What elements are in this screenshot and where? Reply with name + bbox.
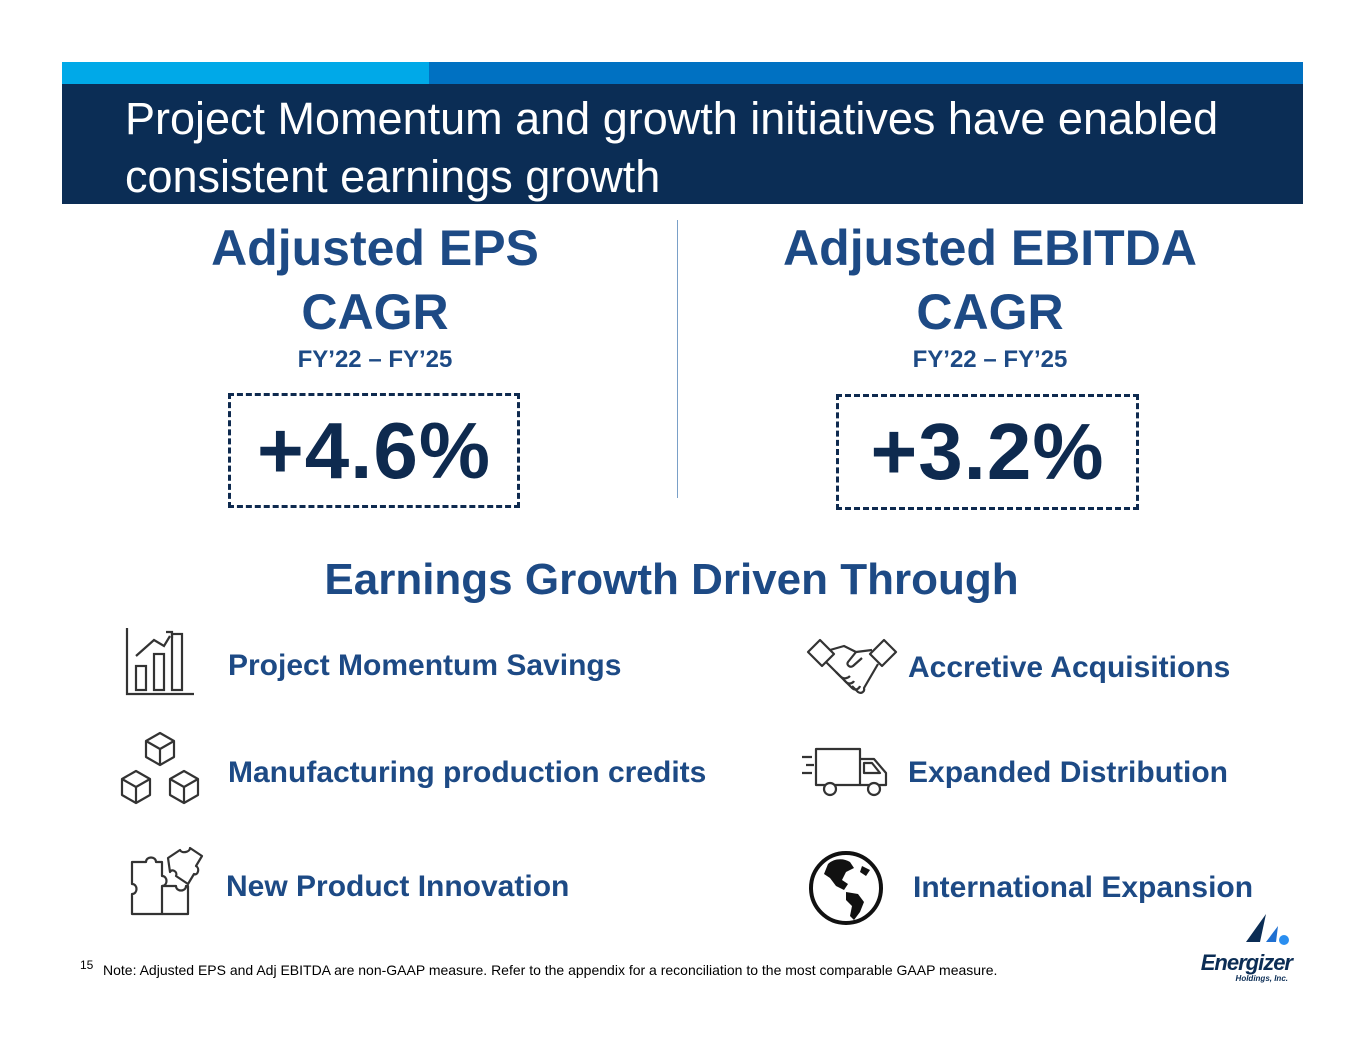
footnote: Note: Adjusted EPS and Adj EBITDA are no…	[103, 962, 998, 978]
energizer-logo-subtext: Holdings, Inc.	[1235, 974, 1288, 983]
page-title: Project Momentum and growth initiatives …	[125, 90, 1303, 206]
metric-ebitda-heading-line-2: CAGR	[916, 284, 1064, 340]
header-bar	[62, 84, 1303, 204]
metric-eps: Adjusted EPS CAGR FY’22 – FY’25	[170, 216, 580, 374]
energizer-logo-wordmark: Energizer	[1200, 950, 1293, 975]
metric-ebitda-value: +3.2%	[870, 407, 1105, 496]
energizer-logo-mark-icon	[1246, 914, 1289, 945]
metric-ebitda: Adjusted EBITDA CAGR FY’22 – FY’25	[740, 216, 1240, 374]
handshake-icon	[806, 636, 898, 698]
delivery-truck-icon	[800, 745, 892, 799]
page-title-line-2: consistent earnings growth	[125, 151, 661, 202]
metric-ebitda-heading-line-1: Adjusted EBITDA	[783, 220, 1197, 276]
puzzle-pieces-icon	[128, 846, 206, 918]
driver-manufacturing-production-credits: Manufacturing production credits	[228, 756, 707, 789]
energizer-logo: Energizer Holdings, Inc.	[1192, 912, 1296, 986]
driver-project-momentum-savings: Project Momentum Savings	[228, 649, 622, 682]
metric-eps-heading-line-1: Adjusted EPS	[211, 220, 539, 276]
metric-eps-period: FY’22 – FY’25	[297, 346, 453, 373]
metric-eps-value: +4.6%	[256, 405, 492, 495]
driver-international-expansion: International Expansion	[913, 871, 1254, 904]
metric-eps-value-box: +4.6%	[228, 393, 520, 508]
header-accent-stripe-light	[62, 62, 429, 84]
driver-expanded-distribution: Expanded Distribution	[908, 756, 1229, 789]
page-title-line-1: Project Momentum and growth initiatives …	[125, 93, 1219, 144]
driver-accretive-acquisitions: Accretive Acquisitions	[908, 651, 1231, 684]
globe-americas-icon	[808, 850, 884, 926]
stacked-cubes-icon	[118, 731, 202, 809]
driver-new-product-innovation: New Product Innovation	[226, 870, 570, 903]
metric-eps-heading-line-2: CAGR	[301, 284, 449, 340]
bar-chart-growth-icon	[124, 626, 196, 696]
page-number: 15	[80, 958, 94, 972]
metric-ebitda-value-box: +3.2%	[836, 394, 1139, 510]
header-accent-stripe-mid	[429, 62, 1303, 84]
metric-divider	[677, 220, 678, 498]
drivers-heading: Earnings Growth Driven Through	[324, 555, 1019, 604]
metric-ebitda-period: FY’22 – FY’25	[912, 346, 1068, 373]
